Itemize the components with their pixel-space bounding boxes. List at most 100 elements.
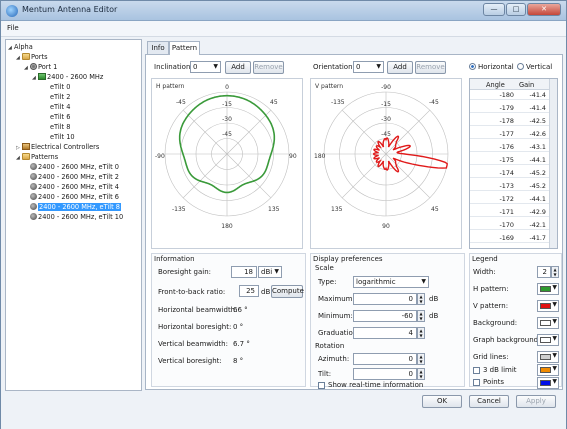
width-field[interactable]: 2 xyxy=(537,266,551,278)
angle-column-header[interactable]: Angle xyxy=(486,81,505,89)
v-pattern-color-picker[interactable]: ▼ xyxy=(537,300,559,312)
tree-item-port-1[interactable]: ◢ Port 1 xyxy=(24,63,58,71)
tree-item-etilt-6[interactable]: eTilt 6 xyxy=(50,112,70,122)
azimuth-field[interactable]: 0 xyxy=(353,353,417,365)
background-color-picker[interactable]: ▼ xyxy=(537,317,559,329)
ok-button[interactable]: OK xyxy=(422,395,462,408)
graduation-field[interactable]: 4 xyxy=(353,327,417,339)
apply-button[interactable]: Apply xyxy=(516,395,556,408)
gain-table-row[interactable]: -178 -42.5 xyxy=(470,117,550,127)
tree-item-etilt-8[interactable]: eTilt 8 xyxy=(50,122,70,132)
tree-item-band[interactable]: ◢ 2400 - 2600 MHz xyxy=(32,73,104,81)
h-pattern-plot[interactable]: H pattern 0 -45 45 -90 90 -135 135 180 -… xyxy=(151,78,303,249)
menu-file[interactable]: File xyxy=(7,24,19,32)
ftb-field[interactable]: 25 xyxy=(239,285,259,297)
tree-item-pattern-etilt-6[interactable]: 2400 - 2600 MHz, eTilt 6 xyxy=(30,192,119,202)
tree-item-ports[interactable]: ◢ Ports xyxy=(16,53,48,61)
grid-lines-label: Grid lines: xyxy=(473,353,509,361)
azimuth-spinner[interactable]: ▲ ▼ xyxy=(417,353,425,365)
three-db-checkbox[interactable] xyxy=(473,367,480,374)
gain-table-row[interactable]: -177 -42.6 xyxy=(470,130,550,140)
tree-item-pattern-etilt-4[interactable]: 2400 - 2600 MHz, eTilt 4 xyxy=(30,182,119,192)
minimize-button[interactable]: — xyxy=(483,3,505,16)
type-label: Type: xyxy=(318,278,337,286)
three-db-color-picker[interactable]: ▼ xyxy=(537,364,559,376)
gain-table-row[interactable]: -175 -44.1 xyxy=(470,156,550,166)
angle-cell: -170 xyxy=(499,221,514,229)
boresight-gain-field[interactable]: 18 xyxy=(231,266,257,278)
width-spinner[interactable]: ▲ ▼ xyxy=(551,266,559,278)
tree-item-etilt-2[interactable]: eTilt 2 xyxy=(50,92,70,102)
inclination-remove-button[interactable]: Remove xyxy=(253,61,284,74)
gain-column-header[interactable]: Gain xyxy=(519,81,535,89)
gain-table-scrollbar[interactable] xyxy=(549,79,557,248)
graph-background-color-picker[interactable]: ▼ xyxy=(537,334,559,346)
angle-cell: -177 xyxy=(499,130,514,138)
gain-table-row[interactable]: -169 -41.7 xyxy=(470,234,550,244)
horizontal-radio[interactable]: Horizontal xyxy=(469,63,514,71)
inclination-add-button[interactable]: Add xyxy=(225,61,251,74)
tree-item-pattern-etilt-10[interactable]: 2400 - 2600 MHz, eTilt 10 xyxy=(30,212,123,222)
tree-item-etilt-10[interactable]: eTilt 10 xyxy=(50,132,75,142)
maximize-button[interactable]: □ xyxy=(506,3,526,16)
tree-item-electrical-controllers[interactable]: ▷ Electrical Controllers xyxy=(16,143,100,151)
boresight-gain-label: Boresight gain: xyxy=(158,268,212,276)
tree-item-etilt-0[interactable]: eTilt 0 xyxy=(50,82,70,92)
gain-table-row[interactable]: -179 -41.4 xyxy=(470,104,550,114)
scale-type-select[interactable]: logarithmic ▼ xyxy=(353,276,429,288)
folder-icon xyxy=(22,53,30,60)
maximum-field[interactable]: 0 xyxy=(353,293,417,305)
tree-label: Port 1 xyxy=(38,63,58,71)
tilt-spinner[interactable]: ▲ ▼ xyxy=(417,368,425,380)
tree-item-pattern-etilt-2[interactable]: 2400 - 2600 MHz, eTilt 2 xyxy=(30,172,119,182)
compute-button[interactable]: Compute xyxy=(271,285,304,298)
v-pattern-plot[interactable]: V pattern -90 -135 -45 180 135 45 90 -15… xyxy=(310,78,462,249)
gain-table-row[interactable]: -174 -45.2 xyxy=(470,169,550,179)
minimum-spinner[interactable]: ▲ ▼ xyxy=(417,310,425,322)
tree-item-patterns[interactable]: ◢ Patterns xyxy=(16,153,59,161)
h-beamwidth-label: Horizontal beamwidth: xyxy=(158,306,238,314)
tab-info[interactable]: Info xyxy=(147,41,169,54)
gain-table-row[interactable]: -176 -43.1 xyxy=(470,143,550,153)
h-pattern-color-picker[interactable]: ▼ xyxy=(537,283,559,295)
gain-table-row[interactable]: -171 -42.9 xyxy=(470,208,550,218)
minimum-field[interactable]: -60 xyxy=(353,310,417,322)
color-swatch xyxy=(540,303,551,309)
vertical-radio[interactable]: Vertical xyxy=(517,63,552,71)
orientation-add-button[interactable]: Add xyxy=(387,61,413,74)
inclination-select[interactable]: 0 ▼ xyxy=(190,61,221,73)
cancel-button[interactable]: Cancel xyxy=(469,395,509,408)
tab-pattern[interactable]: Pattern xyxy=(169,41,200,55)
antenna-tree[interactable]: ◢ Alpha ◢ Ports ◢ Port 1 ◢ 2400 - 2600 MHz e… xyxy=(5,39,142,391)
graduation-spinner[interactable]: ▲ ▼ xyxy=(417,327,425,339)
gain-table-row[interactable]: -170 -42.1 xyxy=(470,221,550,231)
tree-item-alpha[interactable]: ◢ Alpha xyxy=(8,43,33,51)
orientation-select[interactable]: 0 ▼ xyxy=(353,61,384,73)
v-boresight-value: 8 ° xyxy=(233,357,244,365)
boresight-gain-unit-select[interactable]: dBi ▼ xyxy=(258,266,282,278)
tilt-field[interactable]: 0 xyxy=(353,368,417,380)
angle-cell: -175 xyxy=(499,156,514,164)
tree-item-etilt-4[interactable]: eTilt 4 xyxy=(50,102,70,112)
close-button[interactable]: ✕ xyxy=(527,3,561,16)
tree-label: eTilt 4 xyxy=(50,103,71,111)
tree-item-pattern-etilt-0[interactable]: 2400 - 2600 MHz, eTilt 0 xyxy=(30,162,119,172)
gain-table[interactable]: Angle Gain -180 -41.4 -179 -41.4 -178 -42.5 -1… xyxy=(469,78,558,249)
angle-cell: -180 xyxy=(499,91,514,99)
grid-lines-color-picker[interactable]: ▼ xyxy=(537,351,559,363)
tree-item-pattern-etilt-8[interactable]: 2400 - 2600 MHz, eTilt 8 xyxy=(30,202,121,212)
points-color-picker[interactable]: ▼ xyxy=(537,377,559,389)
angle-cell: -174 xyxy=(499,169,514,177)
tree-label: Patterns xyxy=(31,153,59,161)
points-checkbox[interactable] xyxy=(473,379,480,386)
realtime-checkbox[interactable] xyxy=(318,382,325,389)
gain-cell: -42.5 xyxy=(529,117,546,125)
gain-table-row[interactable]: -173 -45.2 xyxy=(470,182,550,192)
orientation-remove-button[interactable]: Remove xyxy=(415,61,446,74)
display-title: Display preferences xyxy=(313,255,383,263)
gain-table-row[interactable]: -180 -41.4 xyxy=(470,91,550,101)
gain-table-row[interactable]: -172 -44.1 xyxy=(470,195,550,205)
v-tick-rb: 45 xyxy=(431,206,439,213)
maximum-spinner[interactable]: ▲ ▼ xyxy=(417,293,425,305)
